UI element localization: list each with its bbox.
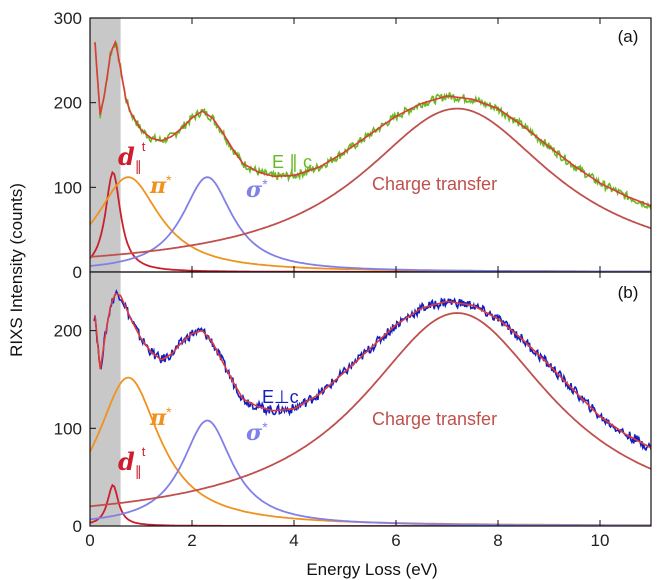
component-curve-chargetransfer [90, 107, 651, 258]
y-tick-label: 0 [73, 517, 82, 536]
component-curve- [90, 176, 651, 272]
x-axis-title: Energy Loss (eV) [306, 560, 437, 579]
x-tick-label: 8 [493, 531, 502, 550]
y-tick-label: 100 [54, 178, 82, 197]
sigma-star-label: σ* [246, 176, 268, 203]
charge-transfer-label: Charge transfer [372, 409, 497, 429]
d-component-label: d∥t [118, 139, 146, 174]
pi-star-label: π* [149, 172, 172, 199]
sigma-star-label: σ* [246, 419, 268, 446]
panel-label: (a) [618, 27, 639, 46]
polarization-label: E ∥ c [272, 152, 312, 172]
elastic-shaded-region [90, 18, 121, 272]
x-tick-label: 2 [187, 531, 196, 550]
axes-frame [89, 271, 652, 527]
panel-a: 0 100 200 300 (a) E ∥ c d∥tπ* σ* Charge transfer [54, 9, 652, 282]
elastic-shaded-region [90, 272, 121, 526]
y-tick-label: 200 [54, 322, 82, 341]
polarization-label: E⊥c [262, 387, 299, 407]
y-tick-label: 300 [54, 9, 82, 28]
component-curve-chargetransfer [90, 312, 651, 508]
x-tick-label: 10 [591, 531, 610, 550]
component-curve-d [90, 483, 651, 526]
fit-curve [94, 292, 651, 449]
x-tick-label: 6 [391, 531, 400, 550]
component-curve-d [90, 170, 651, 272]
pi-star-label: π* [149, 404, 172, 431]
y-tick-label: 200 [54, 94, 82, 113]
component-curve- [90, 376, 651, 526]
y-axis-title: RIXS Intensity (counts) [7, 183, 26, 357]
x-tick-label: 0 [85, 531, 94, 550]
panel-label: (b) [618, 283, 639, 302]
component-curve- [90, 419, 651, 526]
d-component-label: d∥t [118, 444, 146, 479]
y-tick-label: 0 [73, 263, 82, 282]
fit-curve [94, 39, 651, 207]
charge-transfer-label: Charge transfer [372, 174, 497, 194]
panel-b: 0 100 200 0 2 4 6 8 10 (b) E⊥c d∥tπ* σ* Charge transf… [54, 271, 652, 550]
y-tick-label: 100 [54, 419, 82, 438]
component-curve- [90, 176, 651, 272]
x-tick-label: 4 [289, 531, 298, 550]
